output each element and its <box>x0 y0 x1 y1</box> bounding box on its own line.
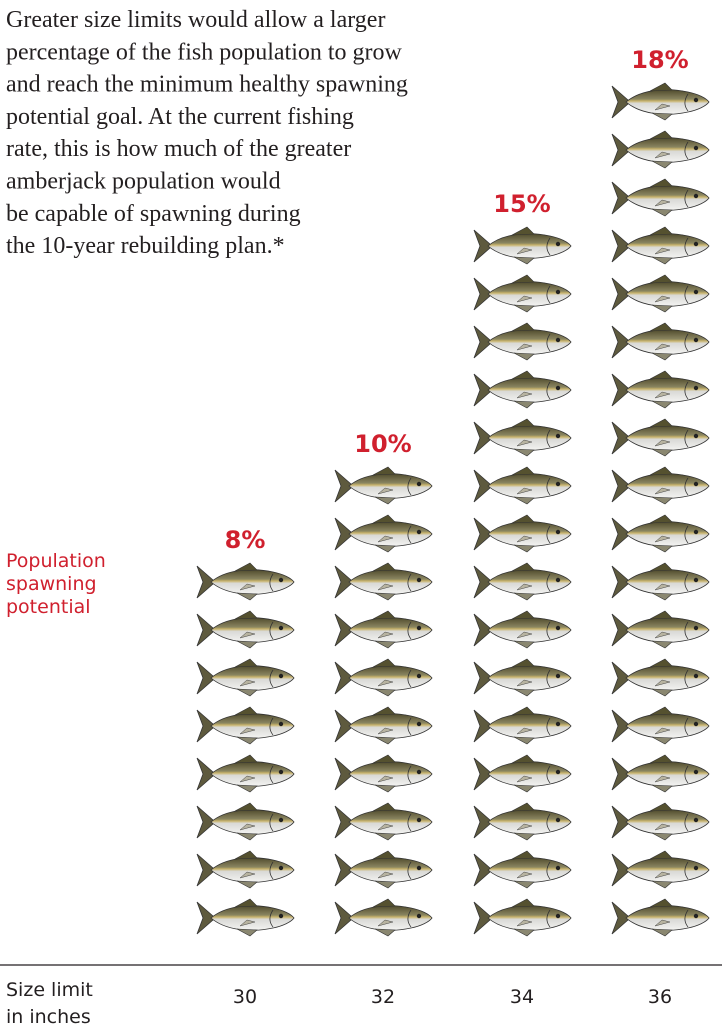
fish-icon <box>196 658 295 697</box>
fish-icon <box>334 706 433 745</box>
fish-icon <box>473 610 572 649</box>
fish-icon <box>196 562 295 601</box>
fish-icon <box>611 178 710 217</box>
description-line: the 10-year rebuilding plan.* <box>6 233 285 259</box>
description-line: Greater size limits would allow a larger <box>6 7 385 33</box>
fish-icon <box>473 370 572 409</box>
y-axis-label: potential <box>6 596 91 618</box>
fish-column <box>611 82 710 937</box>
value-label: 10% <box>354 430 411 458</box>
fish-icon <box>196 898 295 937</box>
fish-icon <box>196 610 295 649</box>
fish-column <box>334 466 433 937</box>
fish-icon <box>611 850 710 889</box>
fish-icon <box>334 514 433 553</box>
fish-icon <box>473 226 572 265</box>
fish-icon <box>611 514 710 553</box>
fish-icon <box>196 754 295 793</box>
fish-icon <box>473 322 572 361</box>
fish-icon <box>611 322 710 361</box>
y-axis-label: spawning <box>6 573 97 595</box>
fish-icon <box>611 466 710 505</box>
description-line: amberjack population would <box>6 169 281 195</box>
fish-icon <box>611 130 710 169</box>
fish-column <box>196 562 295 937</box>
x-tick-label: 32 <box>371 986 395 1008</box>
value-label: 15% <box>493 190 550 218</box>
value-label: 18% <box>631 46 688 74</box>
fish-icon <box>196 850 295 889</box>
fish-icon <box>611 610 710 649</box>
fish-icon <box>611 274 710 313</box>
fish-icon <box>473 466 572 505</box>
description-line: potential goal. At the current fishing <box>6 104 354 130</box>
description-line: and reach the minimum healthy spawning <box>6 72 408 98</box>
description-line: rate, this is how much of the greater <box>6 136 351 162</box>
fish-icon <box>473 706 572 745</box>
fish-icon <box>611 802 710 841</box>
fish-icon <box>611 562 710 601</box>
description-line: percentage of the fish population to gro… <box>6 39 403 65</box>
description-line: be capable of spawning during <box>6 201 301 227</box>
x-axis-label: in inches <box>6 1006 91 1028</box>
fish-icon <box>334 898 433 937</box>
fish-icon <box>611 418 710 457</box>
fish-icon <box>334 610 433 649</box>
fish-icon <box>196 706 295 745</box>
fish-icon <box>473 850 572 889</box>
fish-icon <box>473 514 572 553</box>
fish-icon <box>473 418 572 457</box>
x-tick-label: 36 <box>648 986 672 1008</box>
fish-icon <box>611 370 710 409</box>
fish-icon <box>473 754 572 793</box>
fish-icon <box>473 562 572 601</box>
y-axis-label: Population <box>6 550 106 572</box>
fish-icon <box>611 226 710 265</box>
fish-icon <box>611 658 710 697</box>
fish-icon <box>611 898 710 937</box>
fish-icon <box>611 754 710 793</box>
fish-icon <box>473 898 572 937</box>
fish-icon <box>334 754 433 793</box>
fish-icon <box>334 466 433 505</box>
x-tick-label: 34 <box>510 986 534 1008</box>
x-axis-label: Size limit <box>6 979 93 1001</box>
fish-icon <box>196 802 295 841</box>
fish-icon <box>334 562 433 601</box>
fish-icon <box>334 802 433 841</box>
fish-icon <box>473 802 572 841</box>
fish-icon <box>473 274 572 313</box>
fish-icon <box>473 658 572 697</box>
x-tick-label: 30 <box>233 986 257 1008</box>
fish-icon <box>611 706 710 745</box>
fish-column <box>473 226 572 937</box>
value-label: 8% <box>225 526 266 554</box>
fish-icon <box>334 850 433 889</box>
fish-icon <box>611 82 710 121</box>
fish-icon <box>334 658 433 697</box>
